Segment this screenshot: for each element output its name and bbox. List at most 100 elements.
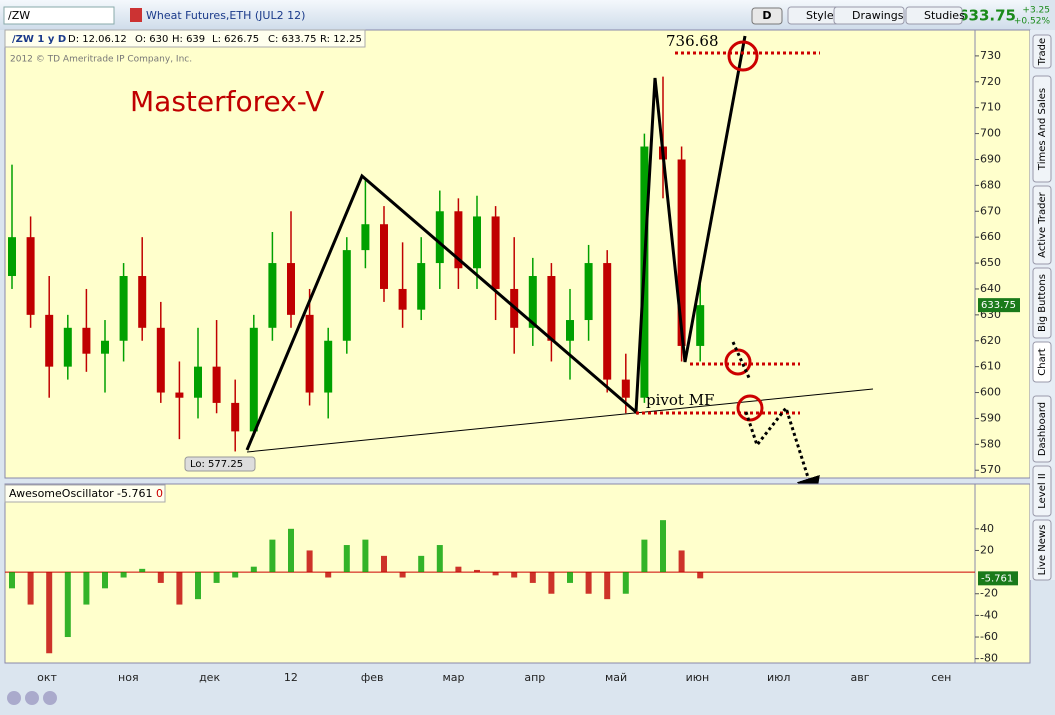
symbol-input[interactable] xyxy=(3,6,115,25)
toolbar-button-label[interactable]: Studies xyxy=(924,9,965,22)
side-tab-label[interactable]: Times And Sales xyxy=(1037,88,1048,171)
oscillator-bar xyxy=(250,566,257,573)
oscillator-bar xyxy=(529,572,536,583)
oscillator-bar xyxy=(288,528,294,573)
y-tick-label: 570 xyxy=(980,463,1001,476)
candle-body xyxy=(528,276,537,328)
candle-body xyxy=(435,211,444,264)
candle-body xyxy=(380,224,388,289)
candle-body xyxy=(82,327,91,354)
oscillator-bar xyxy=(27,572,34,605)
oscillator-name: AwesomeOscillator xyxy=(9,487,114,500)
oscillator-bar xyxy=(381,555,387,573)
zoom-button[interactable] xyxy=(43,691,57,705)
candle-body xyxy=(324,340,333,393)
oscillator-bar xyxy=(306,550,313,573)
low-box xyxy=(184,456,256,472)
x-axis-label: апр xyxy=(524,671,545,684)
oscillator-bar xyxy=(325,572,332,578)
oscillator-bar xyxy=(83,572,90,605)
oscillator-bar xyxy=(139,568,146,573)
y-tick-label: 590 xyxy=(980,411,1001,424)
drawings xyxy=(245,35,874,502)
side-tab[interactable] xyxy=(1032,465,1052,517)
period-button[interactable] xyxy=(751,7,783,25)
candle-body xyxy=(101,340,109,354)
candle-body xyxy=(361,224,370,251)
x-axis-label: авг xyxy=(850,671,869,684)
target-label: 736.68 xyxy=(666,32,719,50)
scroll-bar[interactable] xyxy=(0,688,1030,715)
candle-body xyxy=(547,276,556,341)
toolbar-button[interactable] xyxy=(833,6,905,25)
trend-line xyxy=(246,388,874,453)
side-tab-label[interactable]: Dashboard xyxy=(1037,402,1048,456)
side-tab-label[interactable]: Level II xyxy=(1037,473,1048,508)
candle-body xyxy=(8,237,16,277)
side-tab[interactable] xyxy=(1032,75,1052,183)
copyright: 2012 © TD Ameritrade IP Company, Inc. xyxy=(10,55,192,65)
oscillator-header xyxy=(4,484,166,503)
y-tick-label: 580 xyxy=(980,437,1001,450)
y-tick-label: 680 xyxy=(980,178,1001,191)
oscillator-bar xyxy=(213,572,220,583)
candle-body xyxy=(119,276,128,341)
side-tab[interactable] xyxy=(1032,395,1052,463)
candle-body xyxy=(566,320,574,341)
y-tick-label: -80 xyxy=(980,652,998,665)
candle-body xyxy=(696,305,705,346)
side-tab[interactable] xyxy=(1032,519,1052,581)
x-axis-label: ноя xyxy=(118,671,139,684)
period[interactable]: D xyxy=(762,9,771,22)
side-tab[interactable] xyxy=(1032,185,1052,265)
info-item: L: 626.75 xyxy=(212,34,259,45)
candle-body xyxy=(194,366,202,398)
x-axis-label: мар xyxy=(442,671,464,684)
y-tick-label: -40 xyxy=(980,608,998,621)
side-tab-label[interactable]: Live News xyxy=(1037,525,1048,576)
side-tab[interactable] xyxy=(1032,267,1052,339)
oscillator-bar xyxy=(399,572,406,578)
oscillator-bar xyxy=(697,572,704,579)
info-item: C: 633.75 xyxy=(268,34,317,45)
last-value-label: -5.761 xyxy=(981,573,1013,584)
info-bar xyxy=(4,29,366,48)
oscillator-bar xyxy=(157,572,164,583)
candle-body xyxy=(621,379,630,398)
side-tab-label[interactable]: Active Trader xyxy=(1037,191,1048,257)
toolbar-button-label[interactable]: Drawings xyxy=(852,9,904,22)
candle-body xyxy=(45,314,54,367)
oscillator-bar xyxy=(567,572,573,583)
oscillator-bar xyxy=(232,572,239,578)
side-tab[interactable] xyxy=(1032,341,1052,383)
oscillator-bar xyxy=(362,539,369,573)
oscillator-bar xyxy=(46,572,53,654)
toolbar-button[interactable] xyxy=(905,6,963,25)
change-pct: +0.52% xyxy=(1014,17,1051,27)
side-tab[interactable] xyxy=(1032,34,1052,69)
y-tick-label: 610 xyxy=(980,360,1001,373)
y-tick-label: -20 xyxy=(980,587,998,600)
circle xyxy=(724,348,752,376)
candle-body xyxy=(454,211,463,269)
y-tick-label: 650 xyxy=(980,256,1001,269)
candle-body xyxy=(491,216,500,289)
oscillator-bar xyxy=(641,539,648,573)
price-axis xyxy=(974,29,1031,479)
zoom-button[interactable] xyxy=(25,691,39,705)
candle-body xyxy=(584,263,593,321)
oscillator-extra: 0 xyxy=(156,487,163,500)
oscillator-bar xyxy=(660,520,666,573)
candle-body xyxy=(231,402,240,432)
zoom-button[interactable] xyxy=(7,691,21,705)
change: +3.25 xyxy=(1022,6,1050,16)
side-tab-label[interactable]: Trade xyxy=(1037,38,1048,66)
oscillator-bar xyxy=(436,545,443,573)
info-item: O: 630 xyxy=(135,34,168,45)
toolbar-button-label[interactable]: Style xyxy=(806,9,834,22)
x-axis-label: сен xyxy=(931,671,951,684)
symbol[interactable]: /ZW xyxy=(8,9,30,22)
candle-body xyxy=(305,314,314,393)
side-tab-label[interactable]: Chart xyxy=(1037,348,1048,376)
side-tab-label[interactable]: Big Buttons xyxy=(1037,274,1048,332)
